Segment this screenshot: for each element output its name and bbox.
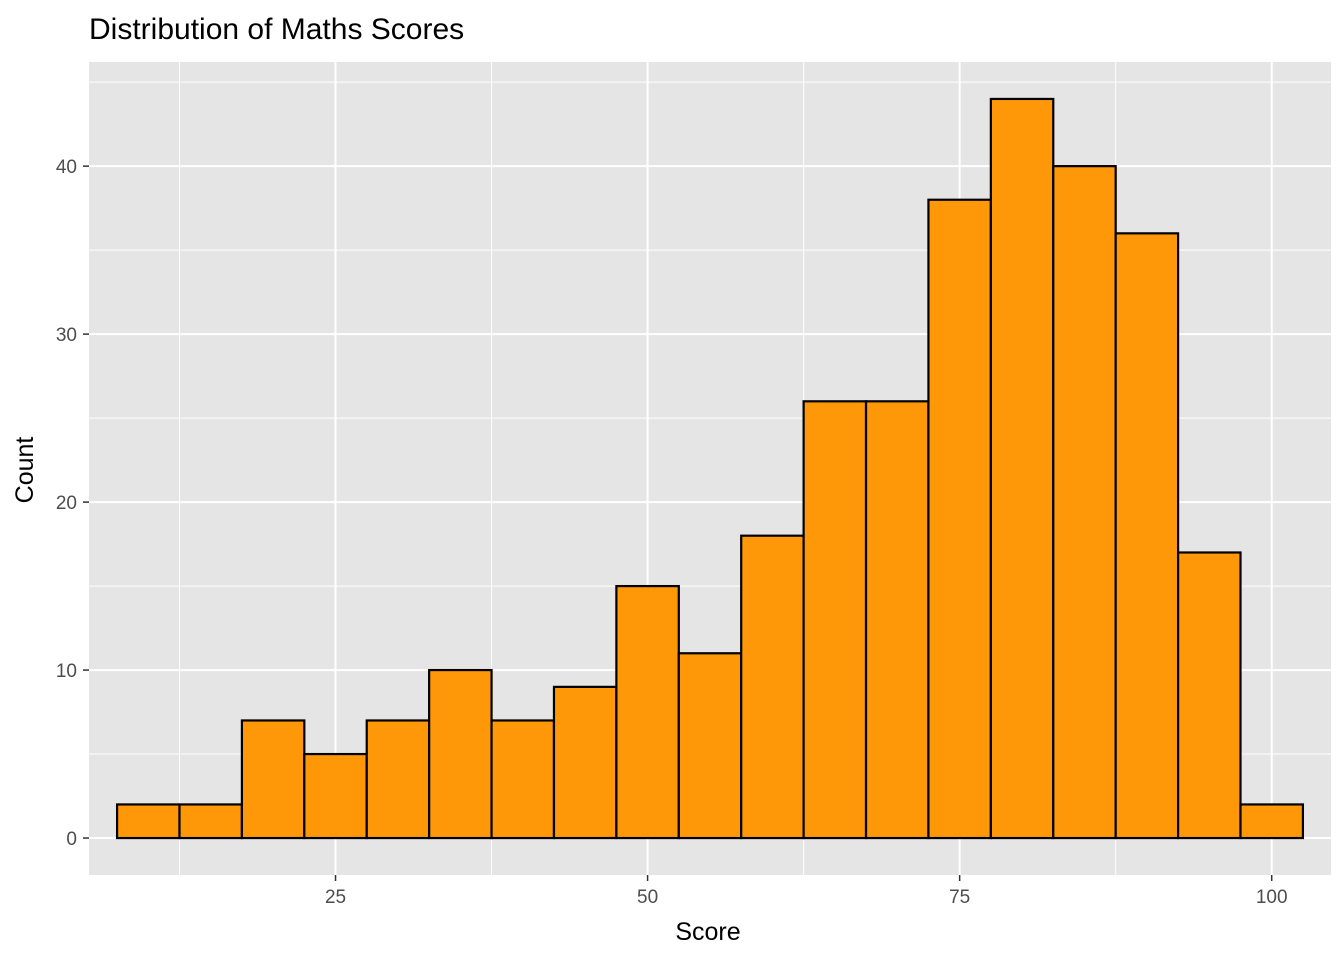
histogram-bar xyxy=(428,668,493,840)
y-tick-label: 0 xyxy=(66,829,77,850)
histogram-bar xyxy=(615,584,680,840)
histogram-bar xyxy=(178,803,244,840)
histogram-bar xyxy=(989,97,1055,840)
histogram-bar xyxy=(303,752,368,840)
histogram-bar xyxy=(115,803,181,840)
histogram-bar xyxy=(552,685,618,840)
histogram-bar xyxy=(240,719,306,840)
histogram-bar xyxy=(1176,551,1242,840)
y-tick-label: 10 xyxy=(56,661,77,682)
histogram-bar xyxy=(927,198,992,840)
chart-title: Distribution of Maths Scores xyxy=(89,13,464,46)
histogram-bar xyxy=(365,719,431,840)
histogram-bar xyxy=(1114,232,1180,840)
histogram-bar xyxy=(677,652,743,840)
histogram-bar xyxy=(1052,165,1117,840)
x-tick-label: 25 xyxy=(325,887,346,908)
x-tick-label: 100 xyxy=(1256,887,1288,908)
histogram-bar xyxy=(490,719,556,840)
y-axis-title: Count xyxy=(11,437,39,504)
x-tick-label: 75 xyxy=(949,887,970,908)
y-tick-label: 20 xyxy=(56,493,77,514)
x-axis-ticks: 25 50 75 100 xyxy=(325,875,1288,908)
x-axis-title: Score xyxy=(675,918,740,946)
x-tick-label: 50 xyxy=(637,887,658,908)
y-tick-label: 30 xyxy=(56,325,77,346)
histogram-bars xyxy=(115,97,1305,840)
histogram-bar xyxy=(802,400,868,840)
histogram-bar xyxy=(1239,803,1305,840)
y-axis-ticks: 0 10 20 30 40 xyxy=(56,157,89,850)
histogram-bar xyxy=(864,400,930,840)
y-tick-label: 40 xyxy=(56,157,77,178)
histogram-bar xyxy=(740,534,805,840)
